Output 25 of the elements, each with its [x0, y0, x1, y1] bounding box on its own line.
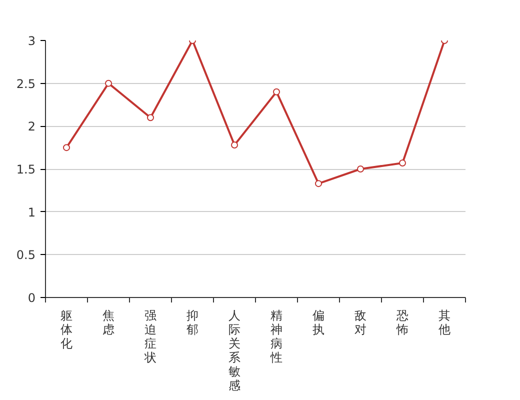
y-tick-label: 0.5 [16, 248, 36, 262]
point [399, 160, 406, 166]
y-tick-label: 0 [28, 291, 36, 305]
y-tick-label: 2 [28, 120, 36, 134]
point [315, 180, 322, 188]
x-tick-label: 人际关系敏感 [228, 308, 240, 392]
y-tick-label: 3 [28, 34, 36, 48]
x-tick-label: 躯体化 [60, 308, 72, 350]
point [357, 166, 364, 172]
x-tick-label: 其他 [438, 308, 450, 336]
x-tick-label: 偏执 [312, 308, 324, 336]
x-tick-label: 精神病性 [270, 308, 282, 364]
x-tick-label: 抑郁 [186, 308, 198, 336]
x-tick-label: 敌对 [354, 308, 366, 336]
x-tick-label: 焦虑 [102, 308, 114, 336]
point [63, 144, 70, 152]
x-tick-label: 强迫症状 [144, 308, 156, 364]
x-tick-label: 恐怖 [396, 308, 408, 336]
point [105, 80, 112, 87]
y-tick-label: 1.5 [16, 162, 36, 176]
y-tick-label: 1 [28, 205, 36, 220]
point [147, 114, 154, 122]
y-tick-label: 2.5 [16, 76, 36, 91]
point [231, 142, 238, 149]
point [273, 88, 280, 96]
